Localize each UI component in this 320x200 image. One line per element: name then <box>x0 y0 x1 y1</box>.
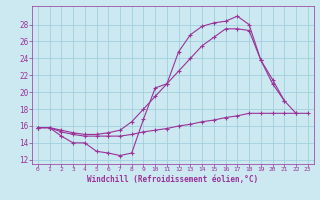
X-axis label: Windchill (Refroidissement éolien,°C): Windchill (Refroidissement éolien,°C) <box>87 175 258 184</box>
